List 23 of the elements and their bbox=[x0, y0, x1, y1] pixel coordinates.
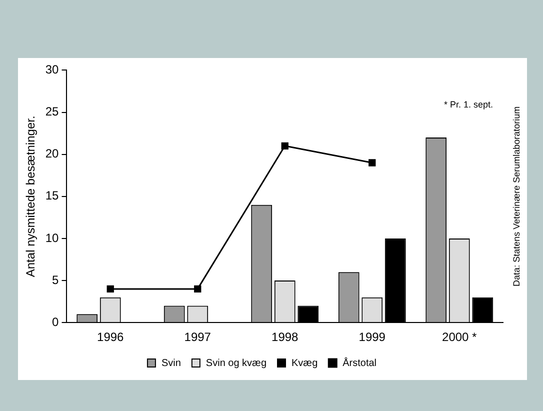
y-tick-label: 10 bbox=[45, 230, 60, 245]
x-tick-label: 1997 bbox=[184, 330, 212, 344]
x-tick-label: 1999 bbox=[358, 330, 386, 344]
y-tick-label: 0 bbox=[52, 314, 60, 329]
y-tick-label: 20 bbox=[45, 146, 60, 161]
annotation: * Pr. 1. sept. bbox=[444, 100, 493, 110]
y-axis-title: Antal nysmittede besætninger. bbox=[24, 116, 38, 278]
legend-label: Årstotal bbox=[342, 356, 377, 369]
y-tick-label: 5 bbox=[52, 272, 60, 287]
point bbox=[281, 142, 288, 150]
y-tick-label: 25 bbox=[45, 104, 60, 119]
x-tick-label: 2000 * bbox=[442, 330, 478, 344]
y-tick-label: 15 bbox=[45, 188, 60, 203]
legend-label: Svin bbox=[161, 358, 181, 369]
x-tick-label: 1998 bbox=[272, 330, 299, 344]
point bbox=[368, 159, 376, 166]
point bbox=[106, 285, 114, 293]
x-tick-label: 1996 bbox=[97, 330, 124, 344]
legend-label: Kvæg bbox=[292, 358, 318, 369]
legend-label: Svin og kvæg bbox=[206, 358, 267, 369]
y-tick-label: 30 bbox=[45, 62, 60, 77]
point bbox=[194, 285, 202, 293]
text: Data: Statens Veterinære Serumlaboratorium bbox=[511, 106, 522, 286]
